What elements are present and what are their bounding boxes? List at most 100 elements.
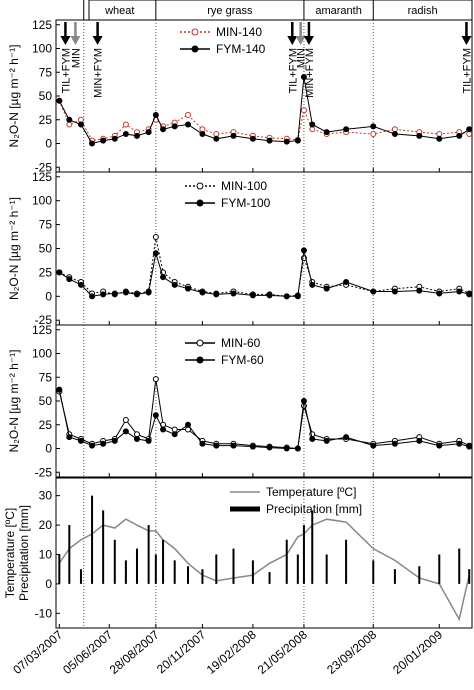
data-point <box>466 126 473 133</box>
data-point <box>171 123 178 130</box>
precipitation-bar <box>154 554 157 584</box>
data-point <box>77 281 84 288</box>
data-point <box>370 123 377 130</box>
plot-frame <box>55 171 473 326</box>
data-point <box>56 269 63 276</box>
data-point <box>213 135 220 142</box>
data-point <box>300 398 307 404</box>
data-point <box>436 290 443 297</box>
legend-marker <box>196 356 204 364</box>
data-point <box>89 140 96 147</box>
data-point <box>309 121 316 128</box>
data-point <box>323 285 330 292</box>
y-tick-label: 50 <box>39 89 53 103</box>
crop-label: wheat <box>104 5 134 17</box>
legend-marker <box>196 182 204 190</box>
data-point <box>230 442 237 449</box>
data-point <box>283 445 290 452</box>
series-line <box>58 379 470 450</box>
legend-label: FYM-140 <box>216 42 266 56</box>
precipitation-bar <box>418 566 421 584</box>
data-point <box>416 287 423 294</box>
precipitation-bar <box>232 548 235 584</box>
data-point <box>300 247 307 254</box>
precipitation-bar <box>311 510 314 584</box>
crop-label: amaranth <box>315 5 361 17</box>
annotation-label: TIL+FYM <box>60 48 72 94</box>
series-line <box>58 518 470 622</box>
y-tick-label: 100 <box>32 347 52 361</box>
data-point <box>213 291 220 298</box>
y-tick-label: 10 <box>39 547 53 561</box>
data-point <box>56 386 63 393</box>
series-line <box>58 389 470 449</box>
data-point <box>343 434 350 441</box>
x-tick-label: 07/03/2007 <box>10 627 65 677</box>
data-point <box>133 436 140 442</box>
precipitation-bar <box>58 554 61 584</box>
data-point <box>152 412 159 419</box>
y-axis-label: N₂O-N [µg m⁻² h⁻¹] <box>7 350 21 453</box>
precipitation-bar <box>345 539 348 584</box>
legend-marker <box>196 199 204 207</box>
arrow-head <box>461 36 472 45</box>
y-tick-label: -25 <box>35 465 53 479</box>
series-line <box>58 100 470 142</box>
arrow-head <box>303 36 314 45</box>
data-point <box>56 97 63 104</box>
annotation-label: MIN+FYM <box>304 48 316 98</box>
data-point <box>100 440 107 447</box>
data-point <box>133 132 140 139</box>
annotation-label: MIN+FYM <box>93 48 105 98</box>
data-point <box>436 442 443 449</box>
x-tick-label: 28/08/2007 <box>107 627 162 677</box>
data-point <box>391 131 398 137</box>
data-point <box>294 293 301 300</box>
y-tick-label: 25 <box>39 418 53 432</box>
y-axis-label: N₂O-N [µg m⁻² h⁻¹] <box>7 45 21 148</box>
data-point <box>436 135 443 142</box>
x-tick-label: 20/11/2007 <box>154 627 209 676</box>
arrow-head <box>92 36 103 45</box>
x-tick-label: 23/09/2008 <box>324 627 379 677</box>
data-point <box>171 281 178 288</box>
data-point <box>122 428 129 435</box>
legend-label: FYM-100 <box>221 196 271 210</box>
data-point <box>185 421 192 428</box>
precipitation-bar <box>162 539 165 584</box>
data-point <box>391 288 398 295</box>
data-point <box>199 289 206 296</box>
y-tick-label: 25 <box>39 113 53 127</box>
y-tick-label: 0 <box>45 137 52 151</box>
precipitation-bar <box>302 525 305 584</box>
data-point <box>100 291 107 298</box>
precipitation-bar <box>102 510 105 584</box>
data-point <box>249 443 256 450</box>
precipitation-bar <box>173 560 176 584</box>
arrow-head <box>287 36 298 45</box>
y-tick-label: 75 <box>39 218 53 232</box>
y-tick-label: 75 <box>39 370 53 384</box>
precipitation-bar <box>468 569 471 584</box>
data-point <box>199 131 206 137</box>
data-point <box>122 417 129 423</box>
y-tick-label: 100 <box>32 194 52 208</box>
data-point <box>300 74 307 80</box>
series-line <box>59 236 470 297</box>
y-tick-label: 0 <box>45 442 52 456</box>
data-point <box>145 437 152 444</box>
data-point <box>171 431 178 438</box>
data-point <box>456 132 463 139</box>
data-point <box>456 440 463 447</box>
y-tick-label: 25 <box>39 265 53 279</box>
data-point <box>199 440 206 447</box>
data-point <box>145 129 152 136</box>
y-tick-label: 20 <box>39 518 53 532</box>
precipitation-bar <box>251 560 254 584</box>
precipitation-bar <box>187 566 190 584</box>
data-point <box>160 274 167 281</box>
data-point <box>370 442 377 449</box>
series-line <box>59 250 470 297</box>
data-point <box>160 126 167 133</box>
